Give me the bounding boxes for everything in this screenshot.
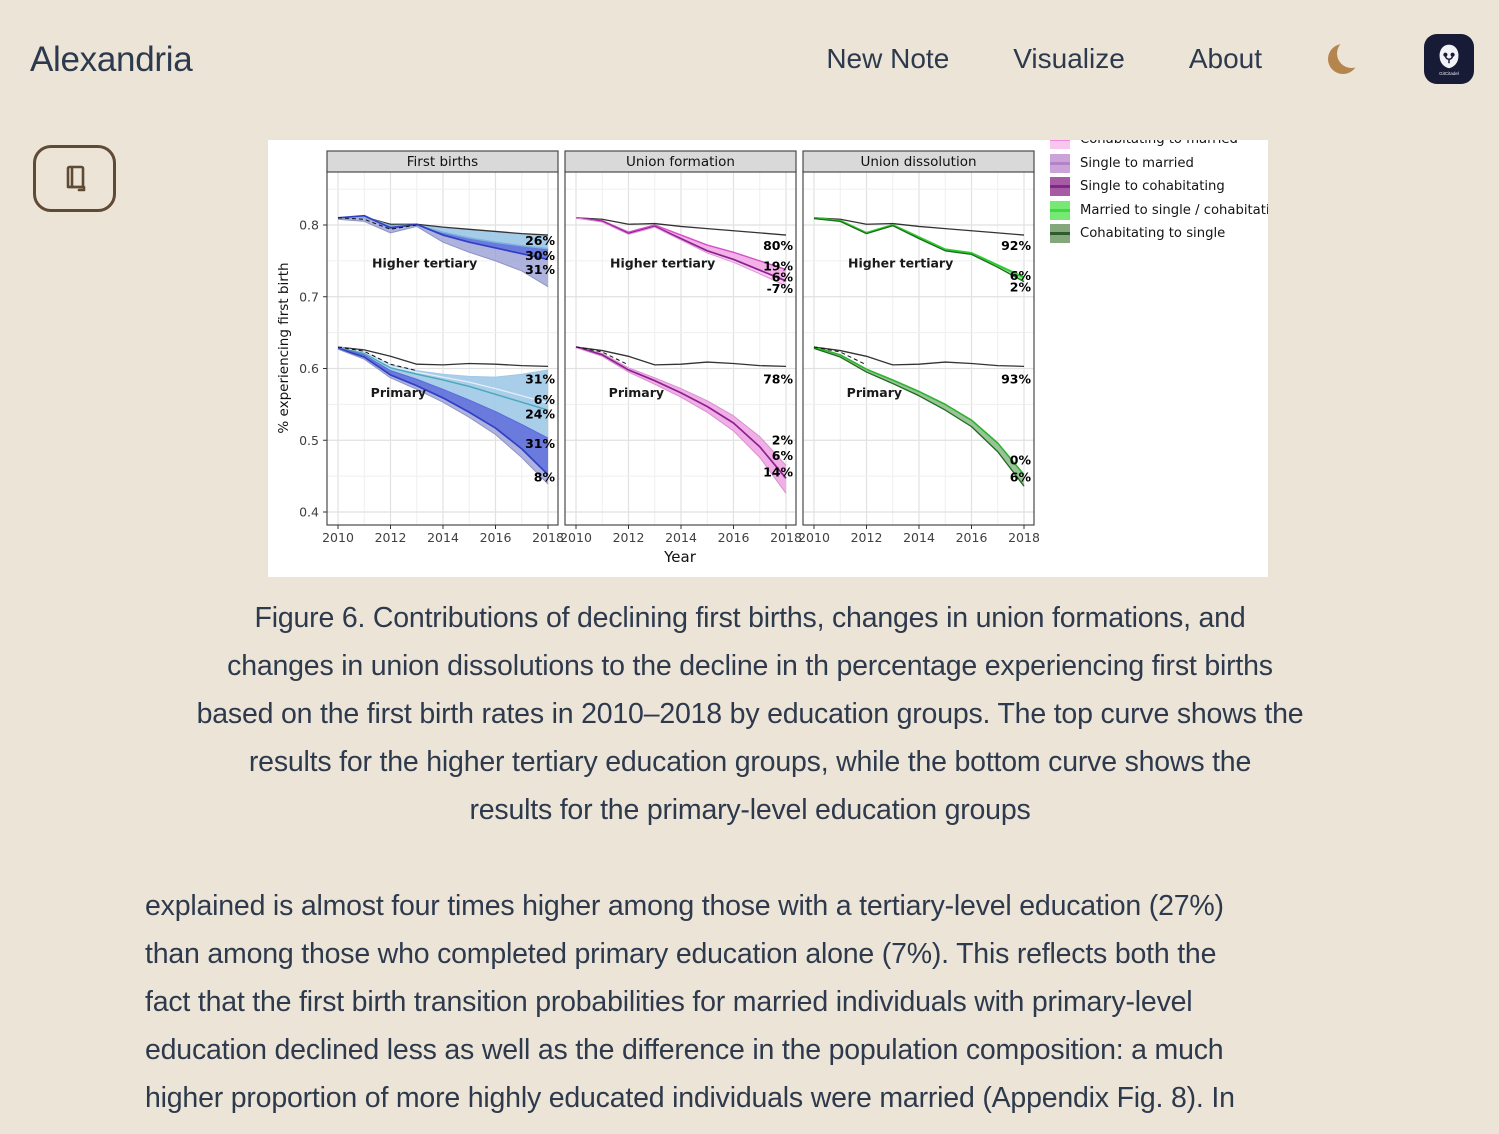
legend-swatch [1050, 153, 1070, 173]
article-line: explained is almost four times higher am… [145, 890, 1224, 922]
article-line: than among those who completed primary e… [145, 938, 1217, 970]
svg-text:31%: 31% [525, 262, 555, 277]
svg-text:Union formation: Union formation [626, 154, 735, 170]
svg-text:2010: 2010 [798, 530, 830, 545]
legend-item: Cohabitating to married [1050, 140, 1268, 152]
legend-label: Single to married [1080, 155, 1194, 171]
svg-text:2014: 2014 [903, 530, 935, 545]
theme-toggle-button[interactable] [1326, 39, 1360, 79]
svg-text:-7%: -7% [767, 281, 794, 296]
svg-text:78%: 78% [763, 371, 793, 386]
svg-text:2010: 2010 [560, 530, 592, 545]
svg-text:6%: 6% [534, 392, 556, 407]
legend-swatch [1050, 200, 1070, 220]
svg-text:31%: 31% [525, 436, 555, 451]
reader-mode-button[interactable] [33, 145, 116, 212]
moon-icon [1328, 39, 1360, 74]
app-title: Alexandria [30, 40, 193, 79]
svg-text:0.7: 0.7 [299, 289, 319, 304]
svg-text:30%: 30% [525, 248, 555, 263]
svg-text:6%: 6% [1010, 470, 1032, 485]
legend-item: Cohabitating to single [1050, 222, 1268, 246]
svg-text:2018: 2018 [770, 530, 802, 545]
main-nav: New Note Visualize About GitCitadel [826, 34, 1474, 84]
legend-swatch [1050, 177, 1070, 197]
svg-text:92%: 92% [1001, 238, 1031, 253]
legend-swatch [1050, 224, 1070, 244]
article-text: explained is almost four times higher am… [145, 882, 1400, 1122]
svg-text:6%: 6% [772, 448, 794, 463]
svg-text:6%: 6% [1010, 268, 1032, 283]
legend-label: Married to single / cohabitating [1080, 202, 1268, 218]
svg-text:2014: 2014 [665, 530, 697, 545]
svg-text:24%: 24% [525, 406, 555, 421]
legend-item: Single to married [1050, 152, 1268, 176]
legend-label: Cohabitating to married [1080, 140, 1238, 147]
svg-text:19%: 19% [763, 259, 793, 274]
caption-line: Figure 6. Contributions of declining fir… [254, 602, 1246, 634]
article-partial-line: contrast, the decline in union formation… [145, 1122, 1400, 1134]
logo-label: GitCitadel [1439, 70, 1459, 76]
svg-text:0.4: 0.4 [299, 505, 319, 520]
svg-text:Primary: Primary [371, 385, 426, 400]
article-line: education declined less as well as the d… [145, 1034, 1224, 1066]
legend-item: Single to cohabitating [1050, 175, 1268, 199]
figure-image: Higher tertiary 26% 30% 31% Primary 31% 6% 24% 3… [268, 140, 1268, 577]
svg-text:First births: First births [407, 154, 478, 170]
book-icon [57, 161, 93, 197]
svg-text:2016: 2016 [480, 530, 512, 545]
svg-text:8%: 8% [534, 470, 556, 485]
caption-line: results for the higher tertiary educatio… [248, 746, 1252, 778]
caption-line: based on the first birth rates in 2010–2… [196, 698, 1304, 730]
svg-text:Higher tertiary: Higher tertiary [372, 255, 477, 270]
svg-text:0.5: 0.5 [299, 433, 319, 448]
svg-text:% experiencing first birth: % experiencing first birth [276, 262, 292, 433]
svg-text:2016: 2016 [956, 530, 988, 545]
legend-label: Single to cohabitating [1080, 179, 1225, 195]
svg-text:2010: 2010 [322, 530, 354, 545]
svg-text:0.8: 0.8 [299, 218, 319, 233]
figure-caption: Figure 6. Contributions of declining fir… [70, 594, 1430, 834]
gitcitadel-logo-icon [1437, 43, 1461, 70]
legend-swatch [1050, 140, 1070, 150]
svg-text:2018: 2018 [532, 530, 564, 545]
svg-text:Union dissolution: Union dissolution [860, 154, 976, 170]
nav-new-note[interactable]: New Note [826, 43, 950, 74]
svg-text:0.6: 0.6 [299, 361, 319, 376]
svg-text:Higher tertiary: Higher tertiary [848, 255, 953, 270]
svg-text:Primary: Primary [609, 385, 664, 400]
caption-line: results for the primary-level education … [469, 794, 1031, 826]
svg-text:2014: 2014 [427, 530, 459, 545]
svg-text:2018: 2018 [1008, 530, 1040, 545]
svg-text:2012: 2012 [851, 530, 883, 545]
svg-text:Higher tertiary: Higher tertiary [610, 255, 715, 270]
svg-text:26%: 26% [525, 233, 555, 248]
svg-text:2012: 2012 [375, 530, 407, 545]
svg-text:Primary: Primary [847, 385, 902, 400]
svg-text:80%: 80% [763, 238, 793, 253]
svg-text:6%: 6% [772, 269, 794, 284]
svg-text:2016: 2016 [718, 530, 750, 545]
svg-text:93%: 93% [1001, 371, 1031, 386]
legend-item: Married to single / cohabitating [1050, 199, 1268, 223]
nav-about[interactable]: About [1188, 43, 1262, 74]
svg-text:Year: Year [663, 548, 697, 566]
svg-text:31%: 31% [525, 371, 555, 386]
svg-text:2%: 2% [772, 432, 794, 447]
chart-legend: Cohabitating to married Single to married… [1050, 140, 1268, 246]
svg-text:2012: 2012 [613, 530, 645, 545]
svg-text:14%: 14% [763, 465, 793, 480]
article-line: fact that the first birth transition pro… [145, 986, 1193, 1018]
legend-label: Cohabitating to single [1080, 226, 1226, 242]
article-line: higher proportion of more highly educate… [145, 1082, 1235, 1114]
nav-visualize[interactable]: Visualize [1013, 43, 1125, 74]
logo-button[interactable]: GitCitadel [1424, 34, 1474, 84]
svg-text:2%: 2% [1010, 279, 1032, 294]
decomposition-chart: Higher tertiary26%30%31%Primary31%6%24%3… [276, 150, 1040, 566]
caption-line: changes in union dissolutions to the dec… [227, 650, 1273, 682]
svg-text:0%: 0% [1010, 452, 1032, 467]
